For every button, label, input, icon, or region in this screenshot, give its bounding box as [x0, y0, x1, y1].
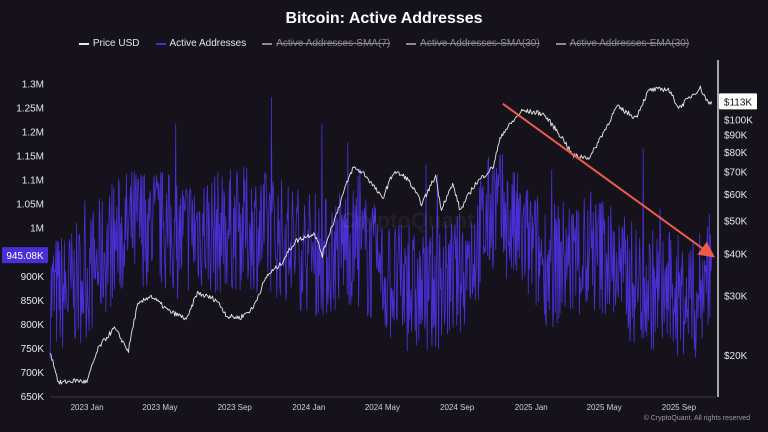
legend-item[interactable]: Price USD	[78, 38, 140, 49]
y-left-tick-label: 1.3M	[22, 79, 44, 90]
chart-legend: Price USD Active Addresses Active Addresse…	[0, 38, 768, 49]
legend-label: Active Addresses-EMA(30)	[569, 38, 690, 49]
y-right-tick-label: $70K	[724, 167, 748, 178]
legend-item[interactable]: Active Addresses	[155, 38, 247, 49]
legend-swatch	[555, 42, 566, 45]
x-tick-label: 2025 Jan	[515, 403, 548, 412]
legend-item[interactable]: Active Addresses-EMA(30)	[555, 38, 690, 49]
legend-item[interactable]: Active Addresses-SMA(7)	[262, 38, 390, 49]
legend-label: Active Addresses	[169, 38, 247, 49]
y-left-tick-label: 750K	[21, 344, 45, 355]
y-left-tick-label: 650K	[21, 392, 45, 403]
y-left-tick-label: 1.15M	[16, 152, 44, 163]
current-active-value: 945.08K	[6, 251, 44, 262]
y-right-tick-label: $90K	[724, 131, 748, 142]
y-right-tick-label: $40K	[724, 249, 748, 260]
series-active-addresses	[49, 97, 713, 359]
x-tick-label: 2023 May	[142, 403, 177, 412]
current-price-badge	[719, 93, 757, 110]
legend-swatch	[406, 42, 417, 45]
legend-swatch	[155, 42, 166, 45]
y-right-tick-label: $100K	[724, 115, 753, 126]
y-right-tick-label: $60K	[724, 190, 748, 201]
y-left-tick-label: 900K	[21, 272, 45, 283]
legend-swatch	[262, 42, 273, 45]
x-tick-label: 2025 May	[587, 403, 622, 412]
y-right-tick-label: $20K	[724, 351, 748, 362]
series-price-usd	[49, 85, 713, 385]
trend-arrow	[502, 102, 715, 258]
y-left-tick-label: 1.2M	[22, 128, 44, 139]
legend-label: Active Addresses-SMA(7)	[276, 38, 391, 49]
x-tick-label: 2024 Jan	[292, 403, 325, 412]
current-price-value: $113K	[724, 97, 753, 108]
y-left-tick-label: 800K	[21, 320, 45, 331]
x-tick-label: 2023 Sep	[218, 403, 253, 412]
legend-label: Price USD	[92, 38, 140, 49]
x-tick-label: 2025 Sep	[662, 403, 697, 412]
y-left-tick-label: 850K	[21, 296, 45, 307]
watermark: CryptoQuant	[340, 208, 475, 233]
legend-item[interactable]: Active Addresses-SMA(30)	[406, 38, 540, 49]
x-tick-label: 2023 Jan	[71, 403, 104, 412]
y-right-tick-label: $80K	[724, 148, 748, 159]
y-right-tick-label: $30K	[724, 292, 748, 303]
y-left-tick-label: 700K	[21, 368, 45, 379]
x-tick-label: 2024 May	[365, 403, 400, 412]
y-left-tick-label: 1M	[30, 224, 44, 235]
chart-title: Bitcoin: Active Addresses	[285, 10, 483, 27]
legend-swatch	[78, 42, 89, 45]
copyright-credit: © CryptoQuant. All rights reserved	[643, 415, 750, 422]
y-right-tick-label: $50K	[724, 217, 748, 228]
y-left-tick-label: 1.1M	[22, 176, 44, 187]
current-active-badge	[2, 247, 48, 264]
y-left-tick-label: 1.05M	[16, 200, 44, 211]
legend-label: Active Addresses-SMA(30)	[420, 38, 540, 49]
x-tick-label: 2024 Sep	[440, 403, 475, 412]
y-left-tick-label: 1.25M	[16, 103, 44, 114]
